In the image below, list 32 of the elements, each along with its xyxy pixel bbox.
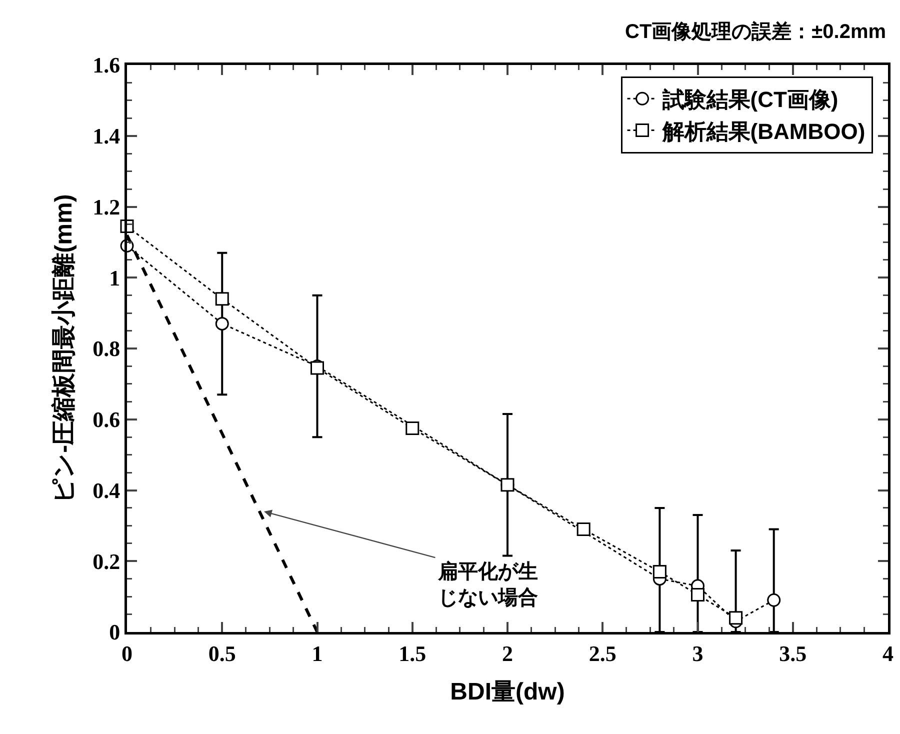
point <box>691 588 704 602</box>
y-tick-label: 1 <box>109 265 120 290</box>
y-tick-label: 0 <box>109 620 120 645</box>
x-tick-label: 3.5 <box>779 640 807 666</box>
text: CT画像処理の誤差：±0.2mm <box>625 20 886 43</box>
x-tick-label: 1 <box>312 640 323 666</box>
point <box>576 522 590 536</box>
y-axis-title: ピン-圧縮板間最小距離(mm) <box>50 194 78 503</box>
x-tick-label: 3 <box>692 640 704 666</box>
point <box>215 316 229 330</box>
legend-label: 解析結果(BAMBOO) <box>661 118 866 144</box>
y-tick-label: 1.6 <box>92 52 120 78</box>
x-tick-label: 1.5 <box>398 640 426 666</box>
point <box>500 478 514 492</box>
legend-label: 試験結果(CT画像) <box>661 87 838 112</box>
x-tick-label: 0.5 <box>208 640 236 666</box>
y-tick-label: 0.4 <box>92 478 120 503</box>
point <box>729 611 743 625</box>
y-tick-label: 1.4 <box>92 124 120 149</box>
point <box>767 593 781 607</box>
y-tick-label: 0.6 <box>92 407 120 432</box>
annotation: 扁平化が生じない場合 <box>437 560 538 609</box>
x-tick-label: 2.5 <box>588 640 616 666</box>
y-tick-label: 0.8 <box>92 336 120 362</box>
point <box>406 421 420 435</box>
y-tick-label: 1.2 <box>92 194 120 220</box>
x-axis-title: BDI量(dw) <box>450 678 565 706</box>
x-tick-label: 2 <box>502 640 513 666</box>
x-tick-label: 4 <box>882 640 894 666</box>
point <box>215 292 229 306</box>
y-tick-label: 0.2 <box>92 548 120 574</box>
point <box>652 565 666 579</box>
